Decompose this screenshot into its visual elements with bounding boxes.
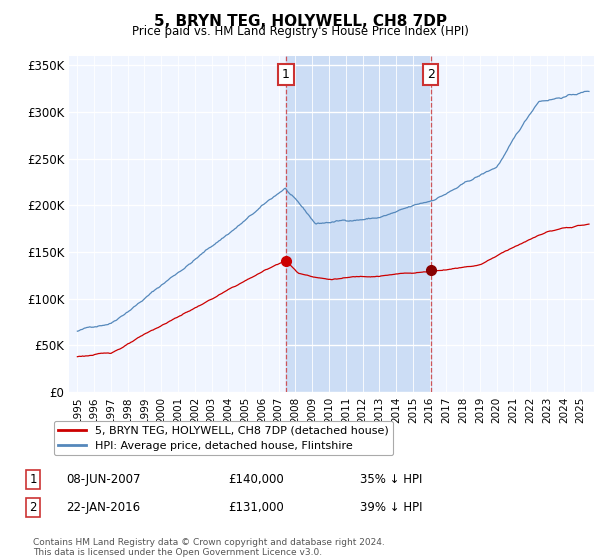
Text: 22-JAN-2016: 22-JAN-2016 <box>66 501 140 514</box>
Text: £140,000: £140,000 <box>228 473 284 486</box>
Text: Contains HM Land Registry data © Crown copyright and database right 2024.
This d: Contains HM Land Registry data © Crown c… <box>33 538 385 557</box>
Text: £131,000: £131,000 <box>228 501 284 514</box>
Legend: 5, BRYN TEG, HOLYWELL, CH8 7DP (detached house), HPI: Average price, detached ho: 5, BRYN TEG, HOLYWELL, CH8 7DP (detached… <box>53 421 393 455</box>
Text: 08-JUN-2007: 08-JUN-2007 <box>66 473 140 486</box>
Text: 1: 1 <box>282 68 290 81</box>
Text: 1: 1 <box>29 473 37 486</box>
Text: Price paid vs. HM Land Registry's House Price Index (HPI): Price paid vs. HM Land Registry's House … <box>131 25 469 38</box>
Bar <box>286 56 431 392</box>
Text: 2: 2 <box>427 68 434 81</box>
Text: 35% ↓ HPI: 35% ↓ HPI <box>360 473 422 486</box>
Text: 2: 2 <box>29 501 37 514</box>
Text: 39% ↓ HPI: 39% ↓ HPI <box>360 501 422 514</box>
Text: 5, BRYN TEG, HOLYWELL, CH8 7DP: 5, BRYN TEG, HOLYWELL, CH8 7DP <box>154 14 446 29</box>
